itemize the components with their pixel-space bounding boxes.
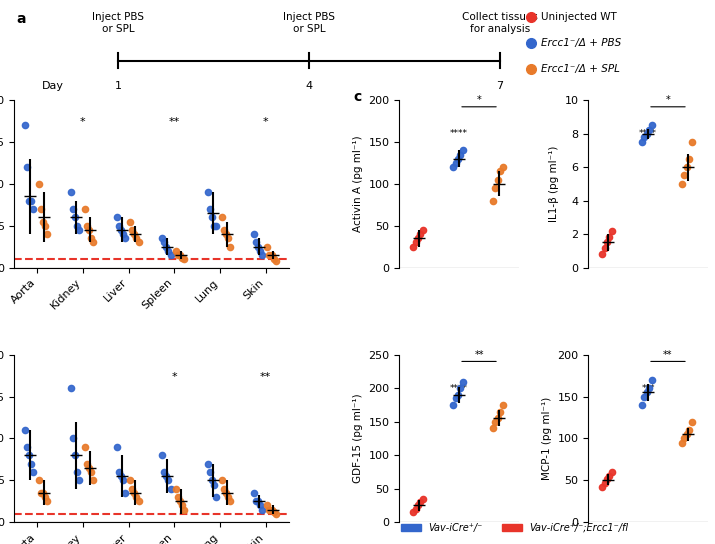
Text: *: * xyxy=(172,372,177,381)
Text: **: ** xyxy=(664,350,673,360)
Text: *: * xyxy=(666,95,671,105)
Text: Ercc1⁻/Δ + PBS: Ercc1⁻/Δ + PBS xyxy=(541,38,621,48)
Text: Day: Day xyxy=(41,82,64,91)
Y-axis label: IL1-β (pg ml⁻¹): IL1-β (pg ml⁻¹) xyxy=(549,146,559,222)
Text: c: c xyxy=(354,90,362,104)
Text: **: ** xyxy=(474,350,484,360)
Text: *: * xyxy=(477,95,481,105)
Text: ****: **** xyxy=(639,129,657,138)
Text: ****: **** xyxy=(450,384,468,393)
Text: 7: 7 xyxy=(496,82,503,91)
Text: 4: 4 xyxy=(305,82,312,91)
Text: ****: **** xyxy=(450,129,468,138)
Y-axis label: Activin A (pg ml⁻¹): Activin A (pg ml⁻¹) xyxy=(353,135,363,232)
Y-axis label: MCP-1 (pg ml⁻¹): MCP-1 (pg ml⁻¹) xyxy=(542,397,552,480)
Text: Inject PBS
or SPL: Inject PBS or SPL xyxy=(283,13,335,34)
Text: Uninjected WT: Uninjected WT xyxy=(541,12,617,22)
Text: a: a xyxy=(16,13,26,27)
Text: Ercc1⁻/Δ + SPL: Ercc1⁻/Δ + SPL xyxy=(541,64,621,74)
Y-axis label: GDF-15 (pg ml⁻¹): GDF-15 (pg ml⁻¹) xyxy=(353,394,363,483)
Text: **: ** xyxy=(169,117,180,127)
Text: 1: 1 xyxy=(115,82,122,91)
Text: Collect tissues
for analysis: Collect tissues for analysis xyxy=(462,13,538,34)
Text: Inject PBS
or SPL: Inject PBS or SPL xyxy=(92,13,144,34)
Legend: Vav-iCre⁺/⁻, Vav-iCre⁺/⁻;Ercc1⁻/fl: Vav-iCre⁺/⁻, Vav-iCre⁺/⁻;Ercc1⁻/fl xyxy=(398,518,632,536)
Text: **: ** xyxy=(260,372,271,381)
Text: ***: *** xyxy=(641,384,655,393)
Text: *: * xyxy=(80,117,86,127)
Text: *: * xyxy=(263,117,269,127)
